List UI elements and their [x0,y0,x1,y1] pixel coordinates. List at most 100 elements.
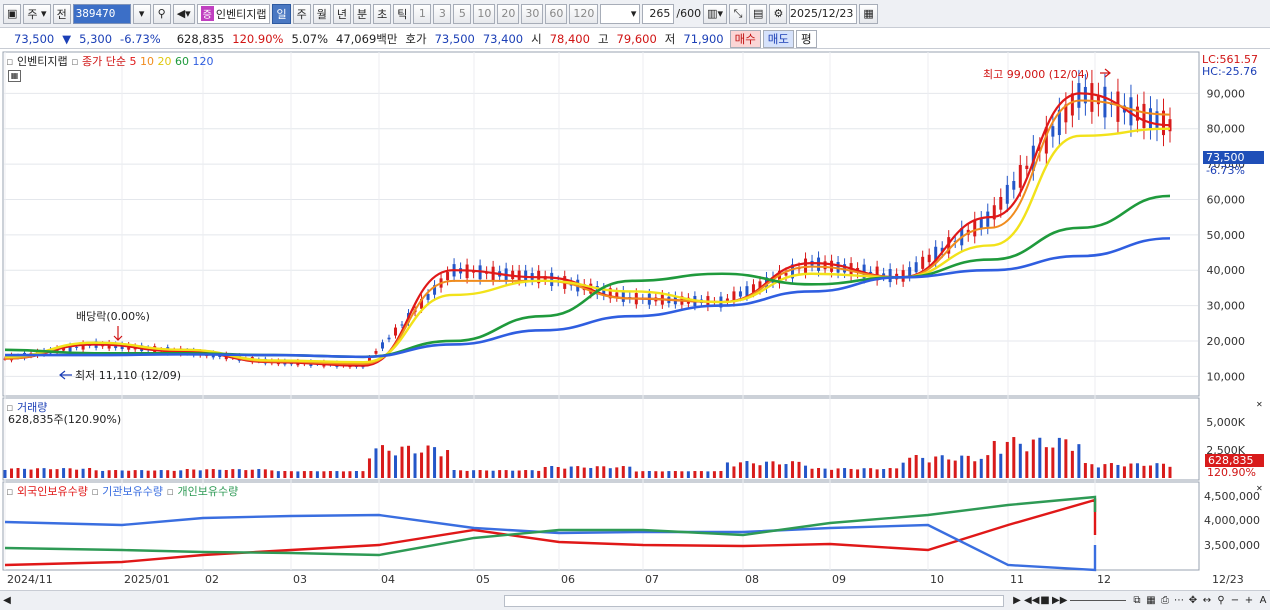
open-price: 78,400 [549,31,590,46]
volume-bar [446,450,450,478]
search-icon[interactable]: ⚲ [152,3,171,24]
calendar-icon[interactable]: ▦ [859,3,878,24]
candle-body [921,256,925,269]
calculator-icon[interactable]: ▦ [8,70,21,82]
candle-body [394,327,398,336]
custom-interval-input[interactable]: ▾ [600,3,641,24]
date-input[interactable]: 2025/12/23 [789,3,858,24]
interval-btn-30[interactable]: 30 [521,3,544,24]
period-btn-tick[interactable]: 틱 [393,3,412,24]
grid-icon[interactable]: ▦ [1146,595,1156,606]
pan-icon[interactable]: ↔ [1202,595,1212,606]
rewind-icon[interactable]: ◀◀ [1024,595,1040,606]
volume-bar [478,470,482,478]
stock-name-field[interactable]: 증 인벤티지랩 [196,3,271,24]
text-size-icon[interactable]: A [1259,595,1267,606]
save-icon[interactable]: ▤ [748,3,768,24]
buy-button[interactable]: 매수 [729,29,761,48]
interval-btn-60[interactable]: 60 [545,3,568,24]
volume-bar [1070,450,1074,478]
legend-ma20: 20 [157,55,172,68]
scrollbar-track[interactable] [504,594,1004,607]
candle-body [420,298,424,309]
volume-bar [328,471,332,478]
type-main-button[interactable]: 전 [52,3,71,24]
volume-bar [400,446,404,478]
period-btn-year[interactable]: 년 [332,3,351,24]
candle-body [367,357,371,362]
candle-body [602,287,606,296]
zoom-in-icon[interactable]: + [1244,595,1254,606]
split-icon[interactable]: ⧉ [1133,595,1141,606]
zoom-icon[interactable]: ⚲ [1217,595,1225,606]
interval-btn-120[interactable]: 120 [569,3,599,24]
volume-bar [62,468,66,478]
price-tick-label: 20,000 [1207,335,1246,348]
candle-body [843,264,847,273]
scroll-left-icon[interactable]: ◀ [3,595,11,606]
volume-bar [1161,463,1165,478]
sell-button[interactable]: 매도 [762,29,794,48]
period-btn-day[interactable]: 일 [272,3,291,24]
dotted-tool-icon[interactable]: ⋯ [1174,595,1184,606]
legend-institution: 기관보유수량 [102,485,164,498]
price-panel-frame [2,51,1200,397]
volume-bar [1025,451,1029,478]
candle-body [888,269,892,283]
interval-btn-10[interactable]: 10 [473,3,496,24]
candle-body [1096,95,1100,105]
move-icon[interactable]: ✥ [1188,595,1198,606]
x-tick-label: 03 [293,573,307,586]
stop-icon[interactable]: ■ [1040,595,1050,606]
period-btn-week[interactable]: 주 [292,3,311,24]
volume-bar [550,466,554,478]
x-tick-label: 2025/01 [124,573,170,586]
candle-body [738,291,742,297]
dividend-annotation: 배당락(0.00%) [76,310,150,323]
chart-area[interactable]: 90,000 80,000 70,000 60,000 50,000 40,000 30,0… [0,50,1270,590]
print-icon[interactable]: ⎙ [1161,595,1169,606]
interval-btn-5[interactable]: 5 [453,3,472,24]
period-main-select[interactable]: 주 ▾ [23,3,51,24]
eval-button[interactable]: 평 [795,29,817,48]
candle-type-icon[interactable]: ▥▾ [703,3,727,24]
volume-bar [387,450,391,478]
gear-icon[interactable]: ⚙ [769,3,788,24]
volume-bar [647,471,651,478]
count-input[interactable]: 265 [642,3,675,24]
fast-forward-icon[interactable]: ▶▶ [1052,595,1068,606]
interval-btn-3[interactable]: 3 [433,3,452,24]
speed-slider[interactable] [1070,600,1126,601]
quote-volume-ratio: 120.90% [232,31,284,46]
legend-ma-label: 종가 단순 [82,55,127,68]
volume-close-icon[interactable]: ✕ [1256,400,1263,409]
play-icon[interactable]: ▶ [1013,595,1021,606]
period-btn-minute[interactable]: 분 [352,3,372,24]
interval-btn-1[interactable]: 1 [413,3,432,24]
volume-bar [777,464,781,478]
low-label: 저 [664,31,676,46]
stock-name: 인벤티지랩 [215,7,267,21]
layout-icon[interactable]: ▣ [3,3,22,24]
candle-body [621,290,625,302]
volume-bar [836,468,840,478]
volume-bar [732,466,736,478]
stock-code-input[interactable]: 389470 [72,3,131,24]
candle-body [1148,108,1152,129]
code-dropdown-icon[interactable]: ▾ [132,3,151,24]
period-btn-second[interactable]: 초 [373,3,392,24]
zoom-out-icon[interactable]: − [1230,595,1240,606]
volume-bar [491,470,495,478]
holdings-legend: ▫ 외국인보유수량 ▫ 기관보유수량 ▫ 개인보유수량 [6,483,238,499]
hc-value: HC:-25.76 [1202,65,1258,78]
sound-icon[interactable]: ◀▾ [172,3,195,24]
candle-body [81,343,85,350]
volume-bar [257,469,261,478]
holdings-close-icon[interactable]: ✕ [1256,484,1263,493]
volume-bar [615,467,619,478]
volume-bar [921,457,925,478]
volume-bar [426,445,430,478]
draw-tool-icon[interactable]: ⤡ [728,3,747,24]
period-btn-month[interactable]: 월 [312,3,331,24]
interval-btn-20[interactable]: 20 [497,3,520,24]
